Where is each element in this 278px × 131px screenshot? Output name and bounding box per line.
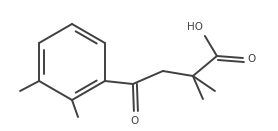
Text: O: O [247,54,255,64]
Text: O: O [131,116,139,126]
Text: HO: HO [187,22,203,32]
